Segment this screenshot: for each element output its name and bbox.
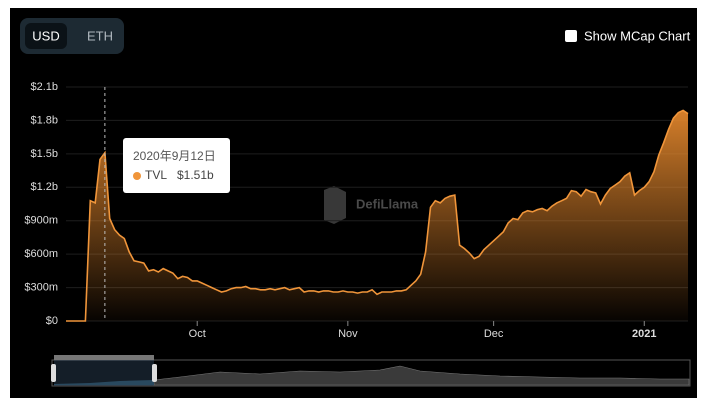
- y-tick-label: $1.8b: [30, 114, 58, 126]
- tooltip-box: [123, 138, 230, 193]
- y-tick-label: $0: [46, 315, 58, 327]
- x-tick-label: 2021: [632, 328, 656, 340]
- area: [66, 110, 688, 322]
- y-tick-label: $900m: [24, 215, 58, 227]
- checkbox[interactable]: [565, 30, 577, 42]
- tooltip-series: TVL: [145, 168, 167, 182]
- watermark-logo: [324, 186, 346, 224]
- brush-bar[interactable]: [54, 355, 154, 360]
- usd-button[interactable]: USD: [32, 28, 59, 43]
- x-tick-label: Oct: [189, 328, 206, 340]
- brush-sparkline: [153, 365, 690, 386]
- y-tick-label: $2.1b: [30, 81, 58, 93]
- x-tick-label: Nov: [338, 328, 358, 340]
- brush-handle[interactable]: [51, 364, 56, 382]
- tooltip-date: 2020年9月12日: [133, 149, 216, 163]
- selected-tab[interactable]: [25, 23, 67, 49]
- checkbox-label[interactable]: Show MCap Chart: [584, 28, 691, 43]
- y-tick-label: $1.5b: [30, 148, 58, 160]
- watermark-text: DefiLlama: [356, 196, 419, 211]
- y-tick-label: $300m: [24, 281, 58, 293]
- tooltip-value: $1.51b: [177, 168, 214, 182]
- y-tick-label: $1.2b: [30, 181, 58, 193]
- watermark: DefiLlama: [324, 186, 419, 224]
- brush-handle[interactable]: [152, 364, 157, 382]
- eth-button[interactable]: ETH: [87, 28, 113, 43]
- y-tick-label: $600m: [24, 248, 58, 260]
- x-tick-label: Dec: [484, 328, 504, 340]
- tooltip-dot: [133, 172, 141, 180]
- brush-window[interactable]: [54, 360, 154, 386]
- brush-sparkline-selected: [54, 380, 154, 385]
- line: [66, 109, 689, 322]
